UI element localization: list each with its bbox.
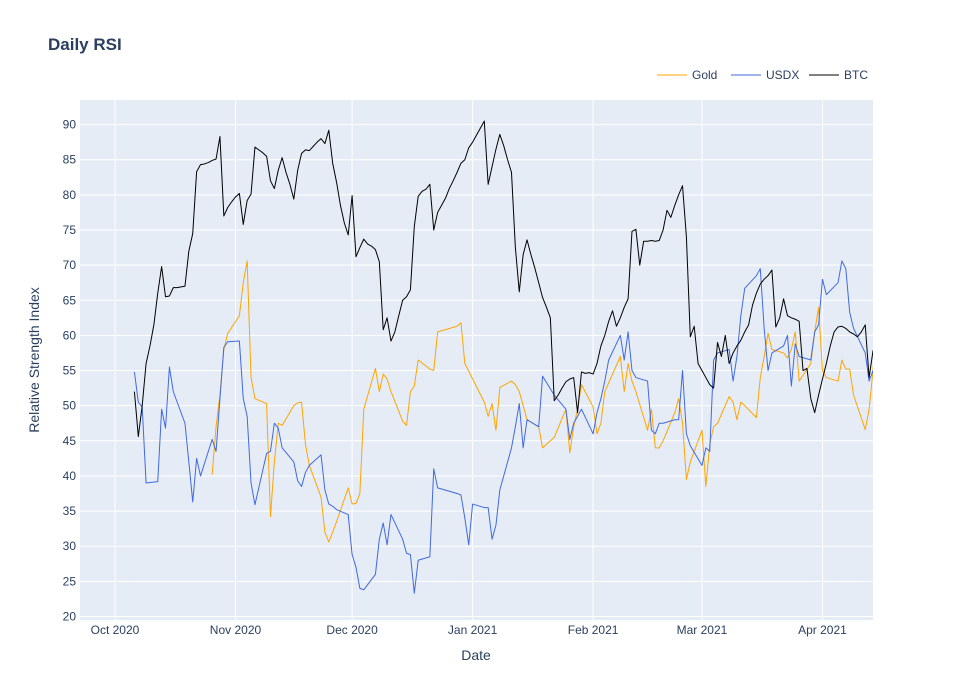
series-line-gold [211, 260, 873, 543]
plot-area [80, 100, 873, 620]
y-tick-label: 35 [63, 504, 77, 518]
x-tick-label: Feb 2021 [568, 623, 619, 637]
legend-item-usdx[interactable]: USDX [731, 68, 799, 82]
y-tick-label: 20 [63, 609, 77, 623]
x-tick-label: Dec 2020 [326, 623, 378, 637]
y-tick-label: 45 [63, 434, 77, 448]
legend-label: BTC [844, 68, 868, 82]
y-tick-label: 75 [63, 223, 77, 237]
y-tick-label: 60 [63, 328, 77, 342]
legend: Gold USDX BTC [657, 68, 868, 82]
y-tick-label: 65 [63, 293, 77, 307]
y-tick-label: 50 [63, 399, 77, 413]
x-tick-label: Jan 2021 [448, 623, 498, 637]
x-tick-label: Oct 2020 [91, 623, 140, 637]
x-tick-label: Apr 2021 [798, 623, 847, 637]
y-axis-ticks: 20 25 30 35 40 45 50 55 60 65 70 75 80 85 90 [63, 118, 77, 624]
series-lines [133, 120, 873, 594]
x-axis-title: Date [461, 647, 491, 663]
x-gridlines [114, 100, 823, 620]
y-tick-label: 70 [63, 258, 77, 272]
x-tick-label: Mar 2021 [677, 623, 728, 637]
legend-item-btc[interactable]: BTC [809, 68, 868, 82]
series-line-btc [133, 120, 873, 438]
y-tick-label: 40 [63, 469, 77, 483]
legend-item-gold[interactable]: Gold [657, 68, 717, 82]
chart-title: Daily RSI [48, 35, 122, 54]
y-gridlines [80, 124, 873, 617]
y-axis-title: Relative Strength Index [26, 287, 42, 433]
y-tick-label: 90 [63, 118, 77, 132]
legend-label: USDX [766, 68, 799, 82]
y-tick-label: 85 [63, 153, 77, 167]
y-tick-label: 55 [63, 364, 77, 378]
series-line-usdx [133, 260, 873, 594]
y-tick-label: 80 [63, 188, 77, 202]
y-tick-label: 30 [63, 539, 77, 553]
x-tick-label: Nov 2020 [210, 623, 262, 637]
y-tick-label: 25 [63, 574, 77, 588]
legend-label: Gold [692, 68, 717, 82]
x-axis-ticks: Oct 2020 Nov 2020 Dec 2020 Jan 2021 Feb 2021… [91, 623, 848, 637]
